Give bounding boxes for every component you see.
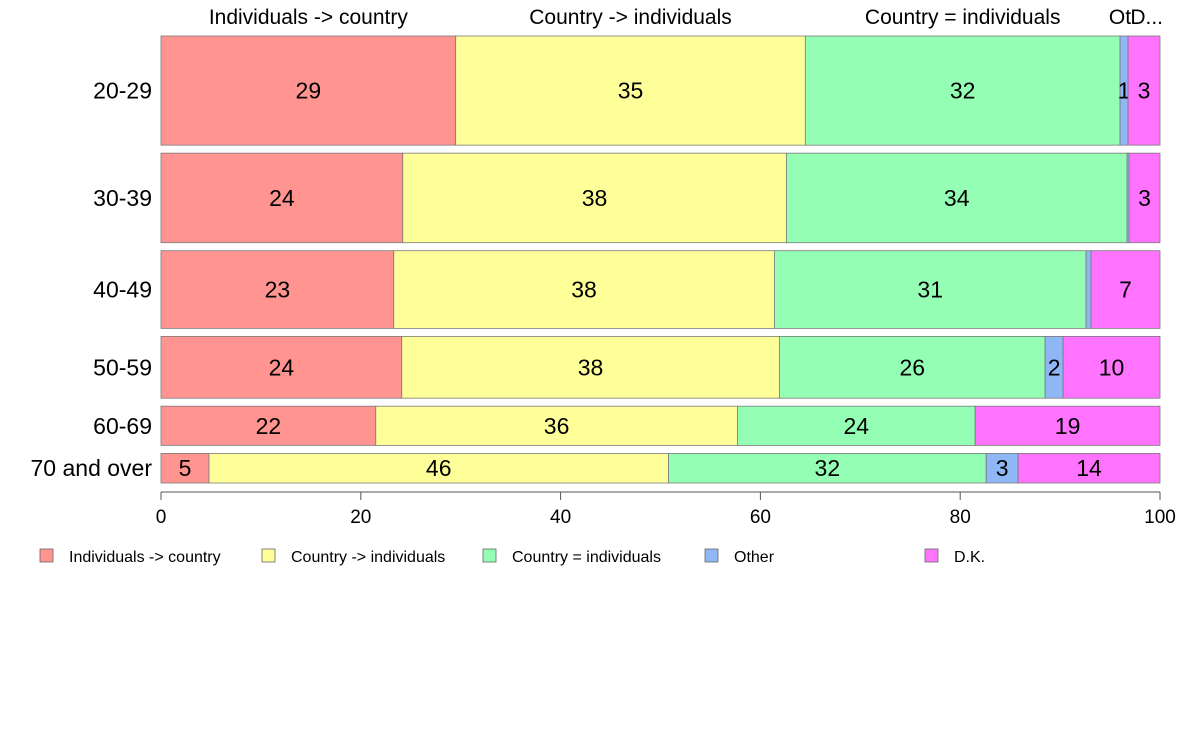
x-tick-label: 80 — [950, 507, 971, 528]
bar-segment — [785, 152, 1128, 244]
x-axis: 0 20 40 60 80 100 — [156, 491, 1176, 528]
category-label: 60-69 — [93, 413, 152, 439]
data-label: 2 — [1048, 354, 1061, 380]
top-series-labels: Individuals -> country Country -> individ… — [209, 6, 1163, 29]
data-label: 46 — [426, 455, 452, 481]
data-label: 3 — [996, 455, 1009, 481]
category-label: 20-29 — [93, 78, 152, 104]
x-tick-label: 0 — [156, 507, 167, 528]
data-label: 7 — [1119, 277, 1132, 303]
data-label: 26 — [899, 354, 925, 380]
legend-label: D.K. — [954, 549, 985, 566]
x-tick-label: 20 — [350, 507, 371, 528]
x-tick-label: 100 — [1144, 507, 1176, 528]
bar-segment — [393, 250, 775, 329]
top-series-label: Ot — [1109, 6, 1131, 29]
legend-swatch — [261, 548, 276, 563]
bar-segment — [1017, 452, 1161, 484]
data-label: 24 — [269, 185, 295, 211]
x-tick-label: 40 — [550, 507, 571, 528]
data-label: 38 — [582, 185, 608, 211]
bar-segment — [668, 452, 987, 484]
top-series-label: D... — [1130, 6, 1163, 29]
bar-segment — [778, 335, 1046, 399]
data-label: 29 — [296, 78, 322, 104]
top-series-label: Individuals -> country — [209, 6, 409, 29]
category-label: 30-39 — [93, 185, 152, 211]
legend-swatch — [39, 548, 54, 563]
bar-segment — [208, 452, 669, 484]
bar-segment — [773, 250, 1087, 329]
category-labels: 20-29 30-39 40-49 50-59 60-69 70 and over — [31, 78, 153, 482]
x-tick-label: 60 — [750, 507, 771, 528]
data-label: 19 — [1055, 413, 1081, 439]
bar-segment — [402, 152, 787, 244]
bar-segment — [455, 35, 806, 146]
bar-segment — [1085, 250, 1092, 329]
data-label: 38 — [571, 277, 597, 303]
legend-label: Individuals -> country — [69, 549, 221, 566]
data-label: 34 — [944, 185, 970, 211]
data-label: 32 — [815, 455, 841, 481]
bar-segment — [160, 335, 403, 399]
bar-segment — [160, 250, 395, 329]
data-label: 10 — [1099, 354, 1125, 380]
data-label: 1 — [1118, 78, 1131, 104]
legend-swatch — [482, 548, 497, 563]
legend-swatch — [704, 548, 719, 563]
data-label: 35 — [618, 78, 644, 104]
data-label: 31 — [917, 277, 943, 303]
legend-label: Other — [734, 549, 775, 566]
data-label: 3 — [1138, 78, 1151, 104]
data-label: 24 — [844, 413, 870, 439]
bar-segment — [160, 405, 377, 446]
bar-segment — [974, 405, 1161, 446]
data-label: 36 — [544, 413, 570, 439]
legend-swatch — [924, 548, 939, 563]
data-label: 23 — [265, 277, 291, 303]
data-label: 22 — [256, 413, 282, 439]
data-label: 38 — [578, 354, 604, 380]
bar-segment — [1090, 250, 1161, 329]
bar-segment — [985, 452, 1019, 484]
data-label: 24 — [269, 354, 295, 380]
data-label: 3 — [1138, 185, 1151, 211]
bar-segment — [1128, 152, 1161, 244]
bar-segment — [1062, 335, 1161, 399]
bar-segment — [160, 152, 404, 244]
legend: Individuals -> country Country -> individ… — [39, 548, 985, 566]
data-label: 5 — [179, 455, 192, 481]
legend-label: Country -> individuals — [291, 549, 445, 566]
legend-label: Country = individuals — [512, 549, 661, 566]
category-label: 70 and over — [31, 455, 153, 481]
top-series-label: Country -> individuals — [529, 6, 732, 29]
data-label: 32 — [950, 78, 976, 104]
bar-segment — [737, 405, 976, 446]
data-label: 14 — [1076, 455, 1102, 481]
bar-segment — [1127, 35, 1161, 146]
bar-segment — [375, 405, 738, 446]
top-series-label: Country = individuals — [865, 6, 1061, 29]
bar-segment — [804, 35, 1121, 146]
bar-segment — [160, 35, 457, 146]
category-label: 40-49 — [93, 277, 152, 303]
category-label: 50-59 — [93, 354, 152, 380]
bar-segment — [401, 335, 780, 399]
